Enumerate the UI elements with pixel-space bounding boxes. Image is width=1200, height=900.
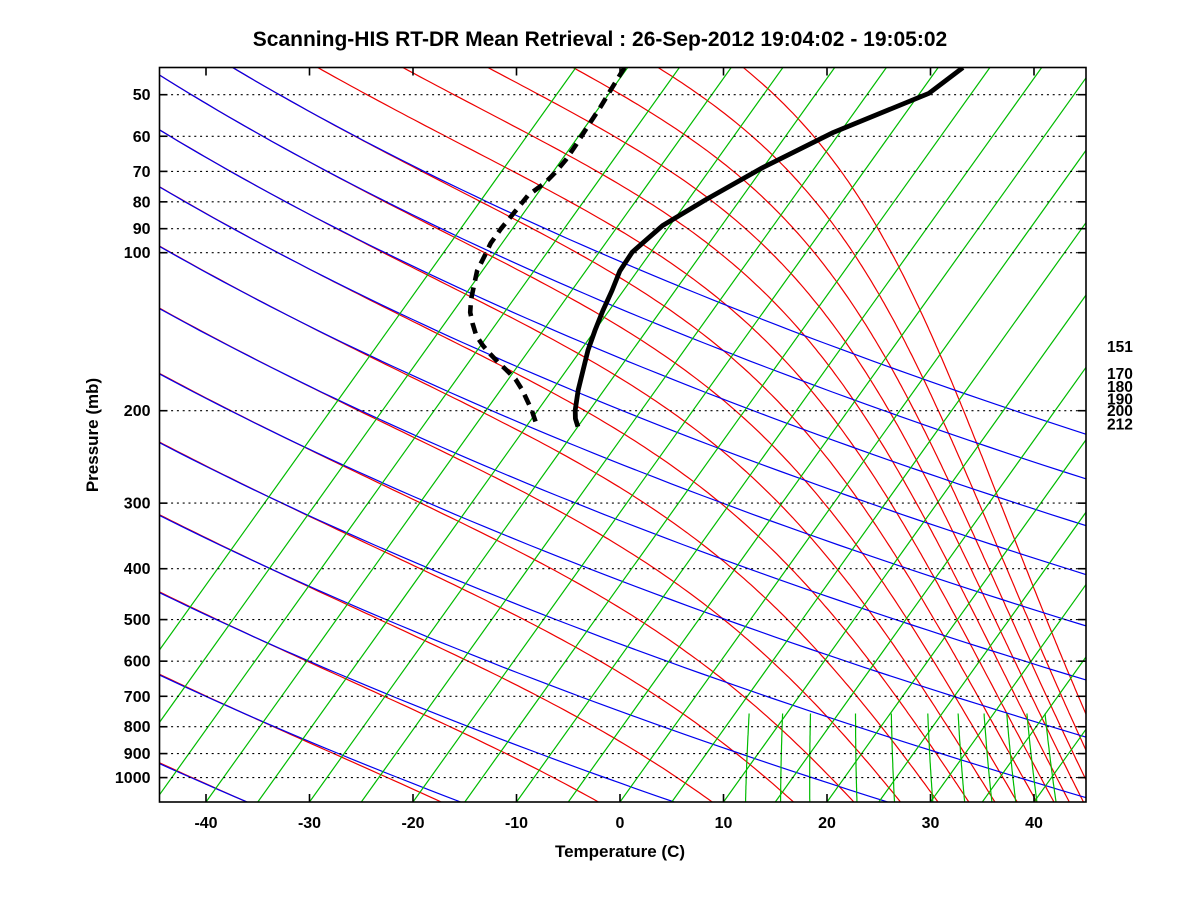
isobar-gridlines [159,94,1086,779]
x-tick-labels: -40 -30 -20 -10 0 10 20 30 40 [194,815,1043,832]
svg-text:300: 300 [124,496,151,513]
right-pressure-label: 200 [1107,403,1133,420]
svg-text:500: 500 [124,612,151,629]
temperature-profile-line [572,67,965,428]
svg-text:50: 50 [133,87,151,104]
chart-title: Scanning-HIS RT-DR Mean Retrieval : 26-S… [252,28,948,51]
svg-text:0: 0 [616,815,625,832]
svg-text:40: 40 [1025,815,1043,832]
svg-text:600: 600 [124,654,151,671]
svg-text:700: 700 [124,689,151,706]
svg-text:10: 10 [715,815,733,832]
svg-text:60: 60 [133,129,151,146]
svg-text:800: 800 [124,719,151,736]
svg-text:20: 20 [818,815,836,832]
svg-text:1000: 1000 [115,770,151,787]
y-tick-labels: 50 60 70 80 90 100 200 300 400 500 600 700 800 900 100… [115,87,151,787]
right-pressure-label: 151 [1107,339,1133,356]
svg-text:80: 80 [133,194,151,211]
svg-text:-10: -10 [505,815,528,832]
moist-adiabat-lines [159,67,1086,802]
dewpoint-profile-line [467,67,627,424]
svg-text:400: 400 [124,561,151,578]
right-pressure-label: 190 [1107,392,1133,409]
svg-text:90: 90 [133,221,151,238]
plot-border [158,66,1087,803]
svg-text:100: 100 [124,245,151,262]
y-axis-label: Pressure (mb) [83,377,102,493]
isotherm-lines [159,67,1086,802]
svg-text:900: 900 [124,746,151,763]
right-pressure-label: 170 [1107,366,1133,383]
right-pressure-label: 212 [1107,416,1133,433]
mixing-ratio-lines [744,713,1057,802]
axis-ticks [159,67,1086,802]
svg-text:-40: -40 [194,815,217,832]
dry-adiabat-lines [159,67,1086,802]
svg-text:30: 30 [922,815,940,832]
x-axis-label: Temperature (C) [554,842,686,861]
svg-text:200: 200 [124,403,151,420]
svg-text:70: 70 [133,164,151,181]
right-pressure-label: 180 [1107,379,1133,396]
svg-text:-30: -30 [298,815,321,832]
svg-text:-20: -20 [401,815,424,832]
